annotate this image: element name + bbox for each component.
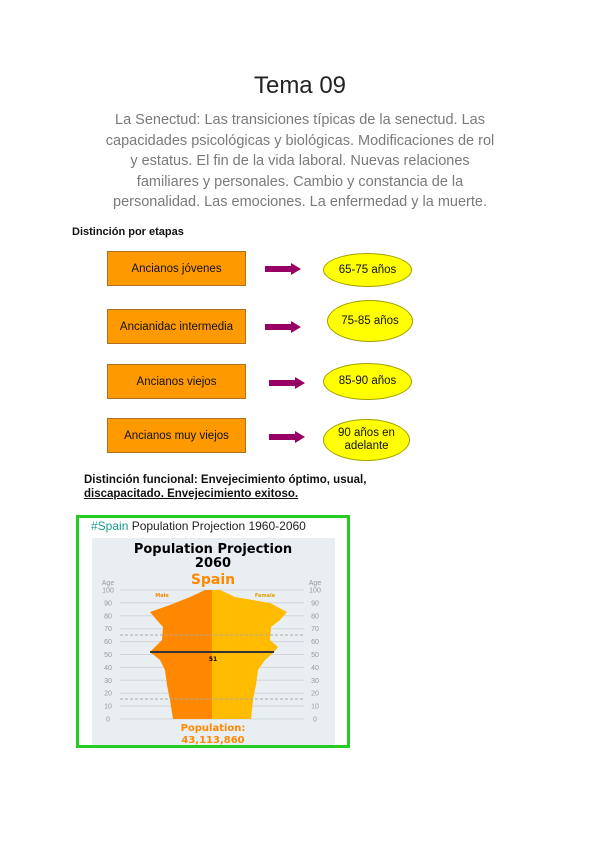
age-tick-label: 100 (309, 588, 321, 595)
age-tick-label: 50 (104, 652, 112, 659)
age-tick-label: 40 (104, 665, 112, 672)
age-tick-label: 30 (311, 678, 319, 685)
age-tick-label: 30 (104, 678, 112, 685)
intro-paragraph: La Senectud: Las transiciones típicas de… (105, 112, 495, 210)
female-label: Female (255, 593, 276, 599)
age-tick-label: 80 (311, 613, 319, 620)
male-label: Male (155, 593, 169, 599)
caption-text: Population Projection 1960-2060 (128, 519, 306, 533)
arrow-right-icon (269, 431, 305, 443)
age-tick-label: 0 (106, 717, 110, 724)
age-ellipse: 75-85 años (327, 300, 413, 342)
population-label: Population: (181, 723, 246, 734)
page-title: Tema 09 (253, 72, 347, 99)
arrow-right-icon (265, 263, 301, 275)
age-tick-label: 20 (311, 691, 319, 698)
age-tick-label: 20 (104, 691, 112, 698)
hashtag: #Spain (91, 519, 129, 533)
age-tick-label: 60 (104, 639, 112, 646)
figure-caption: #Spain Population Projection 1960-2060 (91, 519, 306, 533)
age-tick-label: 0 (313, 717, 317, 724)
chart-year: 2060 (195, 556, 231, 571)
female-area (212, 590, 287, 719)
age-tick-label: 40 (311, 665, 319, 672)
median-label: 51 (209, 656, 217, 663)
stage-box: Ancianos jóvenes (107, 251, 246, 286)
functional-line2: discapacitado. Envejecimiento exitoso. (84, 488, 299, 500)
age-tick-label: 50 (311, 652, 319, 659)
arrow-right-icon (269, 377, 305, 389)
age-tick-label: 60 (311, 639, 319, 646)
age-axis-right-label: Age (309, 580, 322, 587)
functional-line1: Distinción funcional: Envejecimiento ópt… (84, 474, 367, 486)
age-ellipse: 65-75 años (323, 253, 412, 287)
functional-distinction: Distinción funcional: Envejecimiento ópt… (84, 473, 404, 501)
age-tick-label: 90 (104, 600, 112, 607)
male-area (150, 590, 212, 719)
age-tick-label: 70 (104, 626, 112, 633)
age-tick-label: 70 (311, 626, 319, 633)
stage-box: Ancianos muy viejos (107, 418, 246, 453)
age-axis-left-label: Age (102, 580, 115, 587)
stages-heading: Distinción por etapas (72, 226, 184, 238)
age-ellipse: 90 años en adelante (323, 419, 410, 461)
age-ellipse: 85-90 años (323, 363, 412, 400)
stage-box: Ancianos viejos (107, 364, 246, 399)
age-tick-label: 10 (104, 704, 112, 711)
chart-title: Population Projection (134, 542, 292, 557)
age-tick-label: 80 (104, 613, 112, 620)
chart-country: Spain (191, 572, 235, 588)
stage-box: Ancianidac intermedia (107, 309, 246, 344)
age-tick-label: 90 (311, 600, 319, 607)
age-tick-label: 100 (102, 588, 114, 595)
population-value: 43,113,860 (181, 735, 244, 746)
age-tick-label: 10 (311, 704, 319, 711)
arrow-right-icon (265, 321, 301, 333)
